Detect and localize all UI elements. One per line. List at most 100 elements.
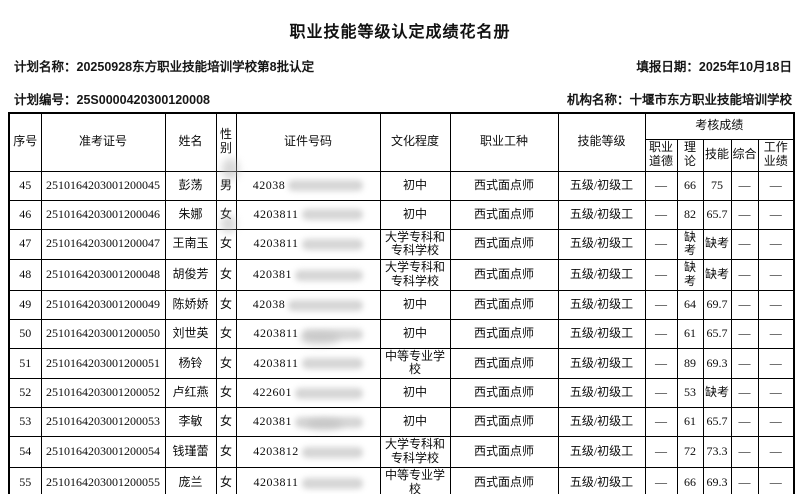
- fill-date: 填报日期：2025年10月18日: [636, 56, 792, 75]
- education-cell: 大学专科和专科学校: [379, 436, 451, 468]
- education-cell: 中等专业学校: [379, 347, 451, 380]
- gender-cell: 女: [215, 289, 237, 320]
- education-cell: 大学专科和专科学校: [379, 228, 451, 261]
- gender-cell: 女: [215, 347, 237, 380]
- level-cell: 五级/初级工: [557, 318, 646, 349]
- id-cell: 420381: [235, 259, 381, 291]
- col-header-occupation: 职业工种: [449, 112, 559, 172]
- score-theory-cell: 89: [676, 347, 704, 380]
- table-row: 46 2510164203001200046 朱娜女 4203811 初中 西式面点师 五级…: [8, 199, 795, 230]
- roster-table-wrapper: 序号 准考证号 姓名 性别 证件号码 文化程度 职业工种 技能等级 考核成绩 职…: [8, 112, 796, 494]
- ticket-cell: 2510164203001200053: [40, 407, 166, 438]
- id-cell: 4203811: [235, 228, 381, 261]
- score-ethics-cell: —: [644, 289, 678, 320]
- table-row: 50 2510164203001200050 刘世英女 4203811 初中 西式面点师五…: [8, 318, 795, 349]
- gender-cell: 女: [215, 436, 237, 468]
- occupation-cell: 西式面点师: [449, 318, 559, 349]
- occupation-cell: 西式面点师: [449, 378, 559, 409]
- plan-name-label: 计划名称：: [14, 60, 77, 74]
- name-cell: 卢红燕: [164, 378, 217, 409]
- redacted-id-blur: [301, 446, 363, 458]
- score-comprehensive-cell: —: [730, 228, 759, 261]
- score-comprehensive-cell: —: [730, 199, 759, 230]
- score-work-cell: —: [757, 347, 795, 380]
- score-work-cell: —: [757, 199, 795, 230]
- name-cell: 王南玉: [164, 228, 217, 261]
- seq-cell: 52: [8, 378, 42, 409]
- table-row: 51 2510164203001200051 杨铃女 4203811 中等专业学校 西式面…: [8, 347, 795, 380]
- id-cell: 4203811: [235, 199, 381, 230]
- ticket-cell: 2510164203001200048: [40, 259, 166, 291]
- gender-cell: 女: [215, 466, 237, 494]
- education-cell: 初中: [379, 407, 451, 438]
- redacted-id-blur: [288, 299, 364, 311]
- table-row: 55 2510164203001200055 庞兰女 4203811 中等专业学校 西式面…: [8, 466, 795, 494]
- occupation-cell: 西式面点师: [449, 407, 559, 438]
- id-number-prefix: 422601: [253, 385, 292, 400]
- score-skill-cell: 69.3: [702, 347, 732, 380]
- ticket-cell: 2510164203001200052: [40, 378, 166, 409]
- id-cell: 42038: [235, 289, 381, 320]
- id-cell: 4203812: [235, 436, 381, 468]
- score-work-cell: —: [757, 436, 795, 468]
- roster-body: 45 2510164203001200045 彭荡男 42038 初中 西式面点师 五级/初…: [8, 170, 795, 494]
- plan-code-value: 25S0000420300120008: [76, 93, 210, 107]
- occupation-cell: 西式面点师: [449, 436, 559, 468]
- score-comprehensive-cell: —: [730, 407, 759, 438]
- id-cell: 4203811: [235, 466, 381, 494]
- meta-row-2: 计划编号：25S0000420300120008 机构名称：十堰市东方职业技能培…: [14, 89, 792, 108]
- education-cell: 初中: [379, 378, 451, 409]
- name-cell: 李敏: [164, 407, 217, 438]
- page-title: 职业技能等级认定成绩花名册: [289, 24, 511, 41]
- level-cell: 五级/初级工: [557, 378, 646, 409]
- score-skill-cell: 缺考: [702, 259, 732, 291]
- col-header-education: 文化程度: [379, 112, 451, 172]
- blur-smudge: [222, 158, 239, 180]
- redacted-id-blur: [288, 180, 364, 192]
- redacted-id-blur: [301, 239, 363, 251]
- id-number-prefix: 4203811: [253, 236, 299, 251]
- col-header-name: 姓名: [164, 112, 217, 172]
- occupation-cell: 西式面点师: [449, 466, 559, 494]
- score-ethics-cell: —: [644, 170, 678, 201]
- score-comprehensive-cell: —: [730, 378, 759, 409]
- col-header-ticket: 准考证号: [40, 112, 166, 172]
- seq-cell: 48: [8, 259, 42, 291]
- score-ethics-cell: —: [644, 436, 678, 468]
- roster-table: 序号 准考证号 姓名 性别 证件号码 文化程度 职业工种 技能等级 考核成绩 职…: [8, 112, 796, 494]
- id-number-prefix: 4203811: [253, 474, 299, 489]
- level-cell: 五级/初级工: [557, 407, 646, 438]
- col-header-comprehensive: 综合: [730, 138, 759, 172]
- ticket-cell: 2510164203001200047: [40, 228, 166, 261]
- col-header-ethics: 职业道德: [644, 138, 678, 172]
- score-ethics-cell: —: [644, 378, 678, 409]
- level-cell: 五级/初级工: [557, 466, 646, 494]
- gender-cell: 女: [215, 259, 237, 291]
- ticket-cell: 2510164203001200046: [40, 199, 166, 230]
- seq-cell: 51: [8, 347, 42, 380]
- score-theory-cell: 72: [676, 436, 704, 468]
- name-cell: 庞兰: [164, 466, 217, 494]
- score-work-cell: —: [757, 289, 795, 320]
- name-cell: 陈娇娇: [164, 289, 217, 320]
- fill-date-label: 填报日期：: [636, 60, 699, 74]
- score-theory-cell: 61: [676, 318, 704, 349]
- level-cell: 五级/初级工: [557, 347, 646, 380]
- ticket-cell: 2510164203001200049: [40, 289, 166, 320]
- ticket-cell: 2510164203001200045: [40, 170, 166, 201]
- level-cell: 五级/初级工: [557, 170, 646, 201]
- fill-date-value: 2025年10月18日: [698, 60, 792, 74]
- org-name: 机构名称：十堰市东方职业技能培训学校: [567, 89, 792, 108]
- occupation-cell: 西式面点师: [449, 228, 559, 261]
- plan-name: 计划名称：20250928东方职业技能培训学校第8批认定: [14, 56, 314, 75]
- name-cell: 钱瑾蕾: [164, 436, 217, 468]
- score-ethics-cell: —: [644, 407, 678, 438]
- score-work-cell: —: [757, 228, 795, 261]
- score-skill-cell: 69.3: [702, 466, 732, 494]
- score-work-cell: —: [757, 466, 795, 494]
- col-header-work-performance: 工作业绩: [757, 138, 795, 172]
- redacted-id-blur: [301, 477, 363, 489]
- table-row: 45 2510164203001200045 彭荡男 42038 初中 西式面点师 五级/初…: [8, 170, 795, 201]
- level-cell: 五级/初级工: [557, 228, 646, 261]
- occupation-cell: 西式面点师: [449, 170, 559, 201]
